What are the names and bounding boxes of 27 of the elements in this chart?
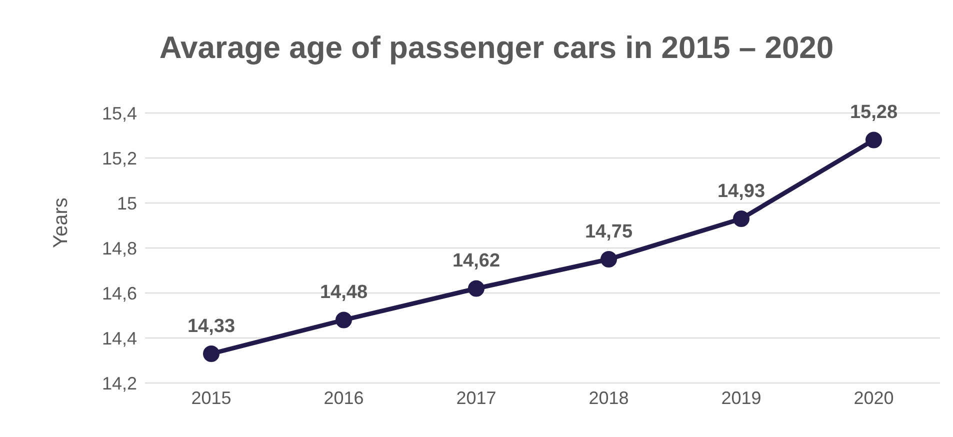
data-label: 14,62 [452, 250, 500, 272]
x-tick-label: 2018 [588, 388, 629, 408]
data-label: 14,75 [584, 221, 633, 242]
point [733, 210, 750, 227]
y-tick-label: 14,2 [102, 373, 137, 394]
data-label: 14,48 [320, 282, 368, 303]
point [203, 346, 220, 362]
y-tick-label: 15 [116, 193, 137, 214]
chart-title: Avarage age of passenger cars in 2015 – 2020 [158, 28, 835, 67]
x-tick-label: 2016 [324, 388, 364, 408]
data-label: 14,33 [187, 316, 236, 337]
point [468, 280, 484, 297]
y-tick-label: 15,4 [102, 103, 137, 124]
y-tick-label: 14,6 [102, 283, 137, 304]
y-axis-title: Years [50, 198, 72, 248]
data-label: 14,93 [717, 180, 766, 202]
y-tick-label: 14,4 [102, 328, 137, 348]
point [336, 312, 352, 328]
y-tick-label: 14,8 [102, 238, 137, 258]
data-label: 15,28 [850, 102, 898, 123]
x-tick-label: 2020 [854, 388, 894, 408]
x-tick-label: 2017 [456, 388, 496, 408]
point [600, 251, 617, 268]
point [866, 132, 882, 148]
x-tick-label: 2015 [191, 388, 232, 408]
y-tick-label: 15,2 [102, 148, 137, 168]
x-tick-label: 2019 [721, 388, 762, 408]
